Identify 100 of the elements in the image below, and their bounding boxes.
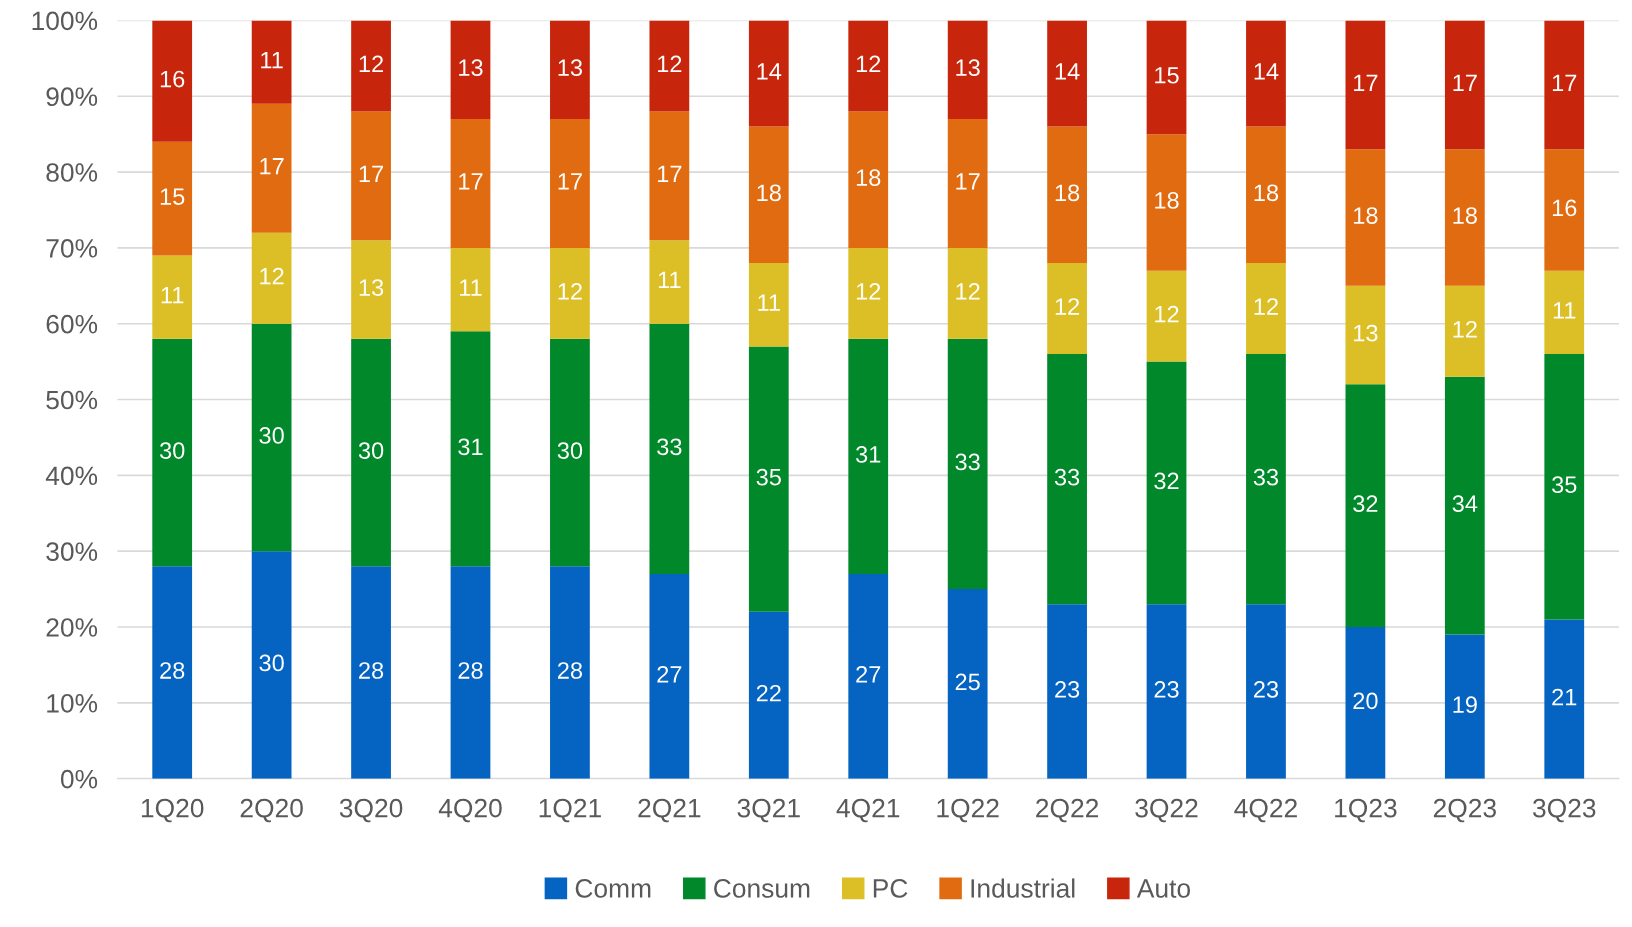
x-tick-label: 3Q20 — [339, 798, 403, 823]
data-label: 30 — [358, 442, 384, 459]
bar — [947, 20, 988, 119]
bar — [550, 566, 590, 779]
data-label: 17 — [1552, 74, 1577, 91]
data-label: 12 — [1155, 305, 1179, 323]
bar — [848, 111, 889, 248]
data-label: 28 — [557, 662, 583, 679]
data-label: 13 — [558, 59, 583, 77]
bar — [748, 263, 789, 347]
data-label: 30 — [557, 442, 583, 459]
bar — [649, 20, 690, 112]
data-label: 11 — [658, 271, 681, 289]
y-tick-label: 30% — [46, 542, 98, 562]
data-label: 12 — [658, 55, 682, 72]
data-label: 12 — [558, 283, 582, 300]
data-label: 32 — [1154, 472, 1179, 490]
data-label: 30 — [259, 427, 284, 444]
data-label: 13 — [956, 59, 980, 77]
data-label: 25 — [955, 673, 980, 691]
bar — [1146, 361, 1187, 605]
data-label: 18 — [1055, 184, 1080, 202]
bar — [748, 20, 789, 127]
bar — [450, 247, 491, 332]
bar — [947, 589, 988, 779]
data-label: 12 — [1254, 298, 1278, 315]
data-label: 18 — [1155, 192, 1179, 209]
bar — [351, 111, 391, 241]
data-label: 18 — [757, 184, 781, 202]
bar — [550, 20, 590, 119]
data-label: 12 — [359, 55, 384, 72]
bar — [1444, 634, 1485, 779]
bar — [947, 247, 988, 339]
x-tick-label: 1Q21 — [539, 798, 601, 823]
x-tick-label: 2Q22 — [1036, 798, 1099, 823]
data-label: 12 — [260, 267, 284, 285]
bar — [152, 20, 193, 142]
bar — [649, 573, 690, 779]
x-tick-label: 1Q22 — [937, 798, 999, 823]
data-label: 14 — [1055, 63, 1080, 80]
data-label: 28 — [359, 662, 384, 679]
bar — [649, 323, 690, 574]
legend-label: PC — [873, 879, 908, 898]
data-label: 23 — [1055, 681, 1080, 698]
data-label: 14 — [1254, 63, 1279, 80]
bar — [1345, 285, 1386, 385]
data-label: 13 — [359, 279, 384, 296]
data-label: 12 — [1453, 320, 1477, 338]
y-tick-label: 20% — [46, 618, 98, 637]
x-tick-label: 4Q20 — [438, 798, 502, 823]
bar — [1146, 270, 1187, 362]
data-label: 11 — [460, 279, 482, 296]
data-label: 12 — [1055, 298, 1080, 315]
data-label: 14 — [757, 63, 782, 80]
y-tick-label: 10% — [47, 693, 98, 713]
bar — [1444, 20, 1485, 150]
data-label: 27 — [856, 665, 881, 683]
x-tick-label: 3Q22 — [1135, 798, 1198, 823]
legend-label: Comm — [575, 879, 651, 898]
data-label: 11 — [758, 294, 780, 311]
data-label: 17 — [459, 173, 483, 190]
bar — [1146, 604, 1187, 779]
data-label: 33 — [1253, 468, 1279, 486]
legend-label: Auto — [1136, 879, 1190, 898]
data-label: 18 — [1354, 207, 1378, 224]
data-label: 33 — [1054, 468, 1080, 486]
bar — [748, 346, 789, 612]
data-label: 22 — [756, 684, 781, 702]
bar — [1047, 263, 1087, 355]
bar — [450, 566, 491, 779]
data-label: 18 — [1453, 207, 1477, 224]
bar — [152, 141, 193, 256]
bar — [848, 338, 889, 574]
data-label: 35 — [1552, 476, 1577, 494]
bar — [649, 111, 690, 241]
bar — [848, 573, 889, 779]
data-label: 19 — [1453, 696, 1477, 713]
y-tick-label: 70% — [46, 239, 98, 258]
bar — [1047, 20, 1087, 127]
bar — [152, 566, 193, 779]
y-tick-label: 100% — [32, 11, 98, 31]
data-label: 17 — [359, 165, 384, 182]
y-tick-label: 0% — [60, 769, 98, 789]
data-label: 35 — [756, 468, 781, 486]
data-label: 34 — [1452, 495, 1478, 513]
bar — [1544, 20, 1585, 150]
data-label: 30 — [259, 654, 284, 672]
bar — [450, 118, 491, 248]
y-tick-label: 80% — [46, 163, 98, 182]
data-label: 20 — [1353, 692, 1378, 710]
data-label: 12 — [856, 283, 881, 300]
bar — [748, 611, 789, 779]
data-label: 11 — [261, 51, 283, 69]
bar — [550, 247, 590, 339]
bar — [848, 20, 889, 112]
bar — [1345, 384, 1386, 628]
x-tick-label: 4Q22 — [1234, 798, 1297, 823]
data-label: 12 — [856, 55, 881, 72]
bar — [947, 118, 988, 248]
bar — [251, 103, 292, 233]
